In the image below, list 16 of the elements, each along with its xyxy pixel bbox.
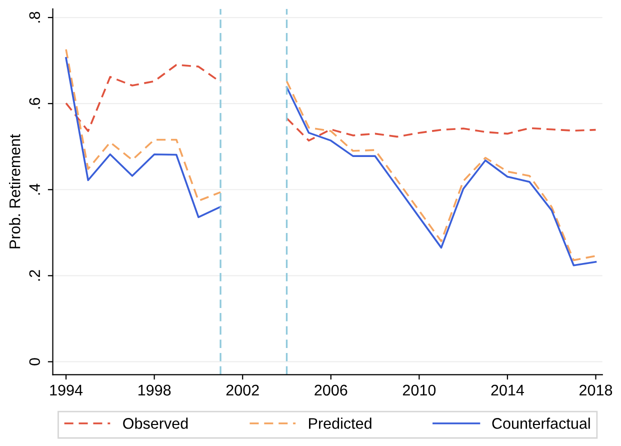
- y-tick-label: .6: [29, 98, 40, 109]
- x-tick-label: 1994: [50, 384, 83, 396]
- y-tick-label: .2: [29, 270, 40, 281]
- legend-label: Counterfactual: [492, 418, 590, 429]
- y-tick-label: .8: [29, 12, 40, 22]
- x-tick-label: 2006: [314, 384, 348, 396]
- legend-label: Predicted: [309, 418, 372, 429]
- y-axis-title: Prob. Retirement: [9, 134, 20, 248]
- x-tick-label: 2002: [226, 384, 259, 396]
- x-tick-label: 2010: [402, 384, 436, 396]
- x-tick-label: 1998: [138, 384, 171, 396]
- x-tick-label: 2018: [580, 384, 612, 396]
- y-tick-label: 0: [29, 358, 40, 366]
- x-tick-label: 2014: [491, 384, 524, 396]
- y-tick-label: .4: [29, 184, 40, 195]
- legend-label: Observed: [123, 418, 188, 429]
